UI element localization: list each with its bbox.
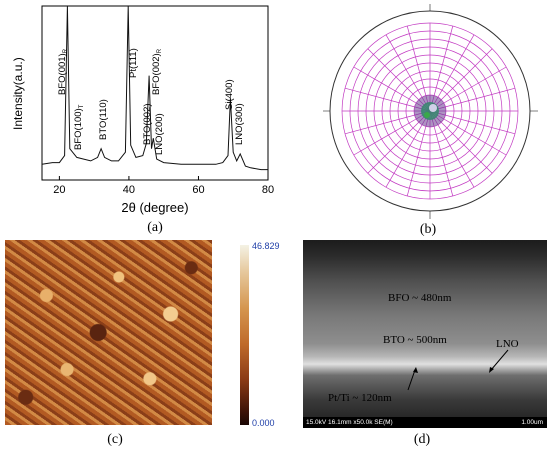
sem-label-bfo: BFO ~ 480nm: [388, 292, 452, 304]
xrd-plot-frame: [41, 5, 269, 181]
peak-label-bto110: BTO(110): [98, 99, 109, 140]
xrd-x-ticks: 20 40 60 80: [53, 176, 274, 196]
caption-c: (c): [107, 432, 123, 447]
afm-scale-max: 46.829: [252, 241, 280, 251]
caption-d: (d): [413, 432, 431, 447]
xrd-x-label: 2θ (degree): [121, 200, 188, 215]
peak-label-bfo002r: BFO(002)R: [151, 48, 163, 95]
xrd-chart: 20 40 60 80 Intensity(a.u.) 2θ (degree) BFO…: [11, 5, 274, 215]
sem-image: BFO ~ 480nm BTO ~ 500nm LNO Pt/Ti ~ 120n…: [303, 240, 547, 428]
peak-label-si400: Si(400): [224, 79, 235, 110]
xrd-x-tick-label: 60: [192, 184, 204, 196]
afm-scale-min: 0.000: [252, 418, 275, 428]
sem-info-bar: 15.0kV 16.1mm x50.0k SE(M) 1.00um: [303, 417, 547, 428]
xrd-series-line: [41, 5, 268, 171]
caption-b: (b): [419, 222, 437, 237]
peak-label-bfo100t: BFO(100)T: [73, 104, 85, 150]
xrd-x-tick-label: 40: [123, 184, 135, 196]
peak-label-bto002: BTO(002): [142, 103, 153, 145]
afm-color-scale: [240, 245, 249, 425]
sem-label-bto: BTO ~ 500nm: [383, 334, 447, 346]
xrd-x-tick-label: 20: [53, 184, 65, 196]
sem-arrows: [407, 349, 509, 391]
pole-figure: [323, 4, 538, 219]
sem-label-pt: Pt/Ti ~ 120nm: [328, 392, 392, 404]
caption-a: (a): [147, 220, 163, 235]
peak-label-bfo001r: BFO(001)R: [57, 48, 69, 95]
peak-label-pt111: Pt(111): [128, 48, 139, 78]
sem-scale-text: 1.00um: [521, 419, 543, 426]
xrd-y-label: Intensity(a.u.): [11, 57, 25, 130]
peak-label-lno300: LNO(300): [234, 103, 245, 145]
peak-label-lno200: LNO(200): [154, 113, 165, 155]
sem-info-text: 15.0kV 16.1mm x50.0k SE(M): [306, 419, 393, 426]
afm-image: [5, 240, 212, 425]
sem-label-lno: LNO: [496, 338, 519, 350]
xrd-x-tick-label: 80: [262, 184, 274, 196]
